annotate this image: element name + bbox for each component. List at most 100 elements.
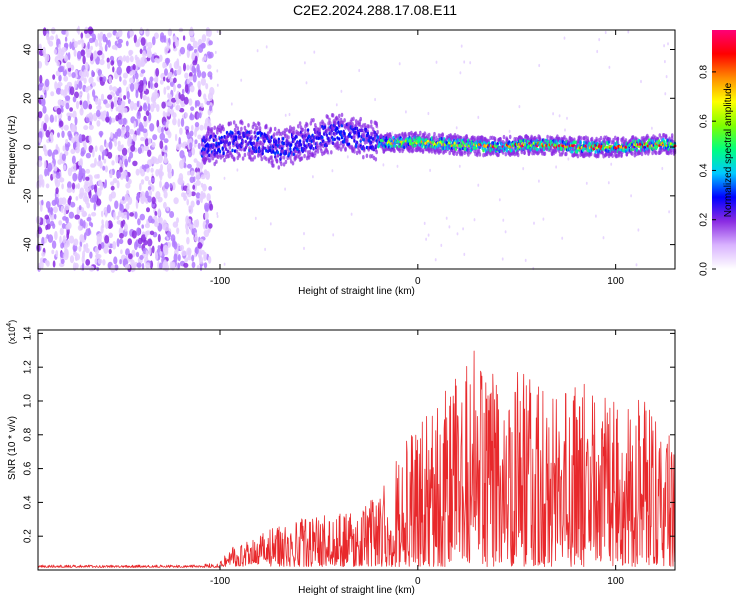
x-tick-label: 0 bbox=[415, 576, 421, 587]
noise-speck bbox=[108, 232, 113, 239]
noise-speck bbox=[68, 71, 72, 78]
noise-speck bbox=[111, 44, 117, 50]
noise-speck bbox=[78, 192, 84, 200]
ridge-halo bbox=[234, 123, 238, 128]
noise-speck bbox=[88, 221, 92, 227]
noise-speck bbox=[95, 97, 99, 105]
noise-speck bbox=[124, 264, 131, 270]
ridge-core bbox=[290, 143, 293, 147]
noise-speck bbox=[148, 246, 152, 256]
noise-speck bbox=[94, 258, 98, 264]
noise-speck bbox=[72, 96, 77, 103]
noise-speck bbox=[66, 61, 72, 69]
multiplier-exponent: 4 bbox=[6, 323, 13, 327]
ridge-halo bbox=[492, 151, 495, 156]
noise-speck bbox=[107, 151, 113, 159]
noise-speck bbox=[182, 35, 186, 41]
ridge-halo bbox=[287, 135, 290, 140]
noise-speck bbox=[177, 118, 181, 128]
noise-speck bbox=[152, 101, 157, 109]
noise-speck bbox=[116, 215, 120, 220]
ridge-halo bbox=[610, 140, 613, 145]
noise-speck bbox=[102, 33, 107, 43]
noise-speck bbox=[97, 258, 103, 265]
ridge-halo bbox=[206, 155, 209, 161]
noise-speck bbox=[44, 89, 47, 99]
noise-speck bbox=[203, 229, 210, 238]
ridge-core bbox=[357, 134, 361, 138]
noise-speck bbox=[65, 95, 71, 101]
noise-speck bbox=[193, 67, 197, 77]
noise-speck bbox=[122, 79, 127, 86]
noise-speck bbox=[97, 50, 103, 56]
noise-speck bbox=[44, 236, 48, 244]
noise-speck bbox=[175, 105, 179, 111]
noise-speck bbox=[127, 238, 132, 246]
ridge-halo bbox=[275, 131, 279, 136]
ridge-core bbox=[260, 132, 263, 136]
ridge-halo bbox=[504, 152, 508, 157]
noise-speck bbox=[186, 190, 192, 198]
noise-speck bbox=[101, 223, 105, 229]
noise-speck bbox=[143, 115, 147, 122]
faint-speck bbox=[473, 218, 476, 222]
noise-speck bbox=[81, 39, 85, 48]
noise-speck bbox=[103, 158, 107, 164]
ridge-core bbox=[205, 138, 208, 142]
noise-speck bbox=[44, 149, 49, 157]
noise-speck bbox=[110, 132, 114, 139]
ridge-core bbox=[231, 148, 234, 153]
ridge-halo bbox=[240, 147, 243, 152]
noise-speck bbox=[86, 53, 91, 58]
faint-speck bbox=[214, 50, 217, 55]
noise-speck bbox=[143, 76, 147, 85]
ridge-halo bbox=[308, 149, 312, 155]
ridge-halo bbox=[267, 159, 271, 164]
noise-speck bbox=[184, 112, 188, 118]
ridge-core bbox=[214, 134, 217, 139]
noise-speck bbox=[209, 203, 214, 211]
ridge-core bbox=[274, 142, 278, 146]
noise-speck bbox=[127, 196, 133, 205]
noise-speck bbox=[197, 89, 202, 97]
noise-speck bbox=[67, 52, 71, 61]
ridge-core bbox=[312, 147, 315, 151]
noise-speck bbox=[169, 211, 175, 218]
noise-speck bbox=[59, 65, 65, 73]
noise-speck bbox=[178, 92, 181, 100]
noise-speck bbox=[102, 76, 107, 83]
ridge-halo bbox=[658, 133, 662, 138]
noise-speck bbox=[129, 77, 134, 84]
noise-speck bbox=[117, 105, 123, 113]
ridge-halo bbox=[223, 158, 226, 163]
noise-speck bbox=[138, 244, 142, 249]
noise-speck bbox=[164, 68, 168, 76]
noise-speck bbox=[189, 72, 193, 78]
ridge-halo bbox=[346, 138, 349, 144]
ridge-halo bbox=[344, 146, 347, 151]
ridge-halo bbox=[270, 143, 273, 148]
noise-speck bbox=[199, 263, 203, 272]
noise-speck bbox=[122, 72, 128, 79]
ridge-core bbox=[244, 139, 247, 144]
y-tick-label: 0.6 bbox=[23, 461, 34, 475]
noise-speck bbox=[208, 223, 213, 229]
noise-speck bbox=[57, 81, 63, 87]
faint-speck bbox=[602, 236, 605, 240]
ridge-halo bbox=[243, 152, 247, 158]
noise-speck bbox=[40, 98, 46, 107]
noise-speck bbox=[197, 242, 203, 249]
noise-speck bbox=[61, 130, 65, 138]
faint-speck bbox=[267, 127, 269, 131]
ridge-core bbox=[298, 139, 302, 143]
ridge-halo bbox=[651, 150, 654, 156]
ridge-halo bbox=[334, 120, 338, 126]
colorbar-tick-label: 0.0 bbox=[699, 262, 710, 276]
noise-speck bbox=[102, 259, 106, 266]
noise-speck bbox=[119, 159, 122, 167]
noise-speck bbox=[55, 250, 59, 258]
ridge-core bbox=[303, 143, 306, 148]
noise-speck bbox=[101, 219, 104, 226]
noise-speck bbox=[81, 255, 85, 264]
ridge-core bbox=[454, 147, 458, 151]
